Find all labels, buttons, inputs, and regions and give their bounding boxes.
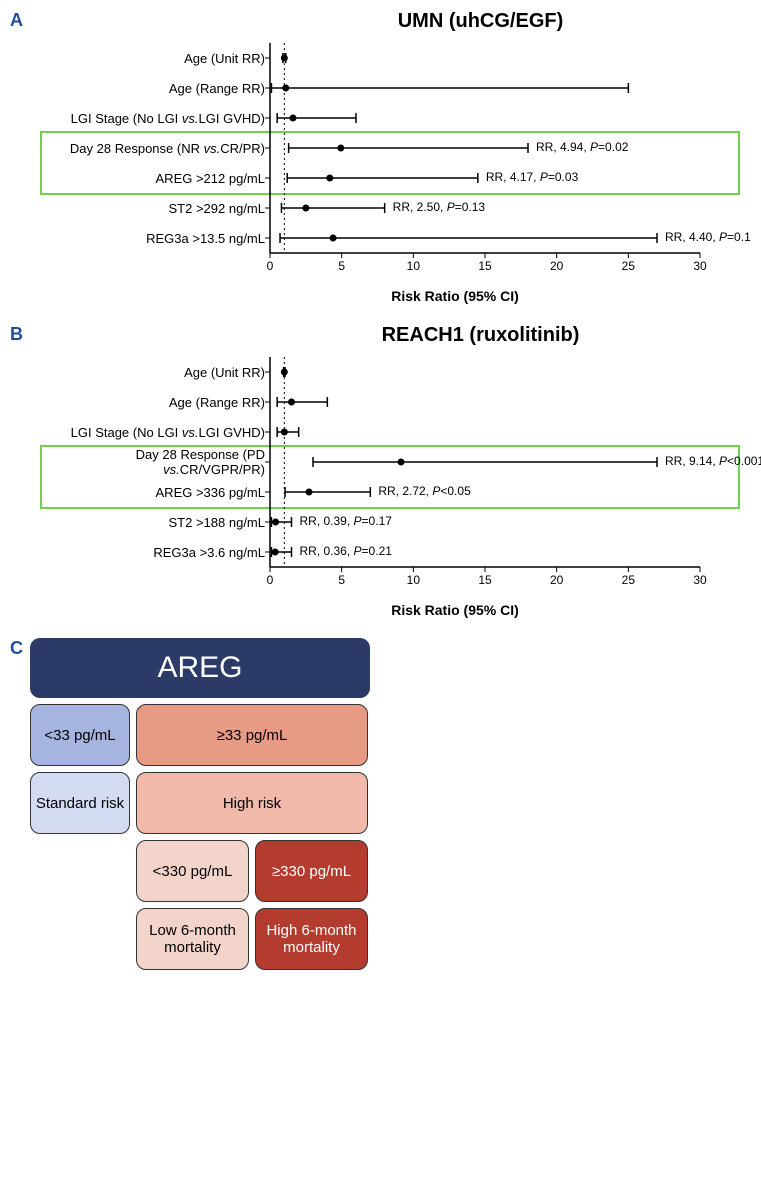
tick-label: 5 — [338, 573, 345, 587]
row-label: ST2 >188 ng/mL — [40, 515, 270, 530]
tick-label: 15 — [478, 573, 491, 587]
row-label: ST2 >292 ng/mL — [40, 201, 270, 216]
row-label: Day 28 Response (PD vs.CR/VGPR/PR) — [40, 447, 270, 477]
panel-a-xaxis-label: Risk Ratio (95% CI) — [240, 288, 670, 304]
x-axis-ticks: 051015202530 — [270, 253, 700, 273]
row-label: Age (Unit RR) — [40, 51, 270, 66]
forest-plot-b: Age (Unit RR) Age (Range RR) LGI Stage (No… — [40, 357, 751, 577]
panel-c: C AREG <33 pg/mL ≥33 pg/mL Standard risk… — [10, 638, 751, 970]
forest-row: Age (Range RR) — [40, 73, 751, 103]
row-annotation: RR, 4.94, P=0.02 — [536, 140, 628, 154]
row-annotation: RR, 2.72, P<0.05 — [378, 484, 470, 498]
row-label: REG3a >13.5 ng/mL — [40, 231, 270, 246]
panel-a-label: A — [10, 10, 23, 31]
box-lt33: <33 pg/mL — [30, 704, 130, 766]
tick-label: 5 — [338, 259, 345, 273]
row-label: AREG >212 pg/mL — [40, 171, 270, 186]
row-label: LGI Stage (No LGI vs.LGI GVHD) — [40, 111, 270, 126]
box-ge33: ≥33 pg/mL — [136, 704, 368, 766]
plot-region: RR, 2.72, P<0.05 — [270, 477, 700, 507]
row-annotation: RR, 0.36, P=0.21 — [300, 544, 392, 558]
row-annotation: RR, 4.40, P=0.1 — [665, 230, 751, 244]
row-label: Day 28 Response (NR vs.CR/PR) — [40, 141, 270, 156]
row-label: REG3a >3.6 ng/mL — [40, 545, 270, 560]
row-annotation: RR, 9.14, P<0.001 — [665, 454, 761, 468]
areg-diagram: AREG <33 pg/mL ≥33 pg/mL Standard risk H… — [30, 638, 751, 970]
forest-row: ST2 >292 ng/mL RR, 2.50, P=0.13 — [40, 193, 751, 223]
panel-b-xaxis-label: Risk Ratio (95% CI) — [240, 602, 670, 618]
forest-row: Age (Unit RR) — [40, 357, 751, 387]
panel-b-label: B — [10, 324, 23, 345]
box-high: High risk — [136, 772, 368, 834]
row-annotation: RR, 2.50, P=0.13 — [393, 200, 485, 214]
x-axis-ticks: 051015202530 — [270, 567, 700, 587]
box-ge330: ≥330 pg/mL — [255, 840, 368, 902]
box-lt330: <330 pg/mL — [136, 840, 249, 902]
row-label: LGI Stage (No LGI vs.LGI GVHD) — [40, 425, 270, 440]
tick-label: 0 — [267, 573, 274, 587]
panel-b-title: REACH1 (ruxolitinib) — [210, 324, 751, 347]
plot-region — [270, 43, 700, 73]
tick-label: 25 — [622, 573, 635, 587]
forest-row: Age (Range RR) — [40, 387, 751, 417]
plot-region: RR, 4.17, P=0.03 — [270, 163, 700, 193]
box-high6: High 6-month mortality — [255, 908, 368, 970]
plot-region — [270, 417, 700, 447]
row-label: AREG >336 pg/mL — [40, 485, 270, 500]
tick-label: 10 — [407, 259, 420, 273]
tick-label: 20 — [550, 573, 563, 587]
forest-row: Day 28 Response (NR vs.CR/PR) RR, 4.94, P… — [40, 133, 751, 163]
row-annotation: RR, 4.17, P=0.03 — [486, 170, 578, 184]
plot-region — [270, 357, 700, 387]
row-label: Age (Range RR) — [40, 81, 270, 96]
plot-region — [270, 103, 700, 133]
forest-row: AREG >336 pg/mL RR, 2.72, P<0.05 — [40, 477, 751, 507]
forest-row: ST2 >188 ng/mL RR, 0.39, P=0.17 — [40, 507, 751, 537]
plot-region: RR, 0.36, P=0.21 — [270, 537, 700, 567]
plot-region: RR, 2.50, P=0.13 — [270, 193, 700, 223]
tick-label: 25 — [622, 259, 635, 273]
forest-row: Day 28 Response (PD vs.CR/VGPR/PR)RR, 9.… — [40, 447, 751, 477]
forest-row: LGI Stage (No LGI vs.LGI GVHD) — [40, 417, 751, 447]
forest-plot-a: Age (Unit RR) Age (Range RR) LGI Stage (No… — [40, 43, 751, 263]
plot-region — [270, 387, 700, 417]
forest-row: REG3a >3.6 ng/mL RR, 0.36, P=0.21 — [40, 537, 751, 567]
tick-label: 20 — [550, 259, 563, 273]
tick-label: 30 — [693, 259, 706, 273]
row-annotation: RR, 0.39, P=0.17 — [300, 514, 392, 528]
forest-row: Age (Unit RR) — [40, 43, 751, 73]
row-label: Age (Range RR) — [40, 395, 270, 410]
tick-label: 10 — [407, 573, 420, 587]
panel-a-title: UMN (uhCG/EGF) — [210, 10, 751, 33]
tick-label: 0 — [267, 259, 274, 273]
panel-a: A UMN (uhCG/EGF) Age (Unit RR) Age (Range… — [10, 10, 751, 304]
forest-row: REG3a >13.5 ng/mLRR, 4.40, P=0.1 — [40, 223, 751, 253]
box-low6: Low 6-month mortality — [136, 908, 249, 970]
box-std: Standard risk — [30, 772, 130, 834]
areg-header-box: AREG — [30, 638, 370, 698]
forest-row: LGI Stage (No LGI vs.LGI GVHD) — [40, 103, 751, 133]
forest-row: AREG >212 pg/mL RR, 4.17, P=0.03 — [40, 163, 751, 193]
plot-region — [270, 73, 700, 103]
tick-label: 30 — [693, 573, 706, 587]
plot-region: RR, 9.14, P<0.001 — [270, 447, 700, 477]
tick-label: 15 — [478, 259, 491, 273]
row-label: Age (Unit RR) — [40, 365, 270, 380]
panel-c-label: C — [10, 638, 23, 659]
plot-region: RR, 4.94, P=0.02 — [270, 133, 700, 163]
plot-region: RR, 4.40, P=0.1 — [270, 223, 700, 253]
plot-region: RR, 0.39, P=0.17 — [270, 507, 700, 537]
panel-b: B REACH1 (ruxolitinib) Age (Unit RR)Age … — [10, 324, 751, 618]
